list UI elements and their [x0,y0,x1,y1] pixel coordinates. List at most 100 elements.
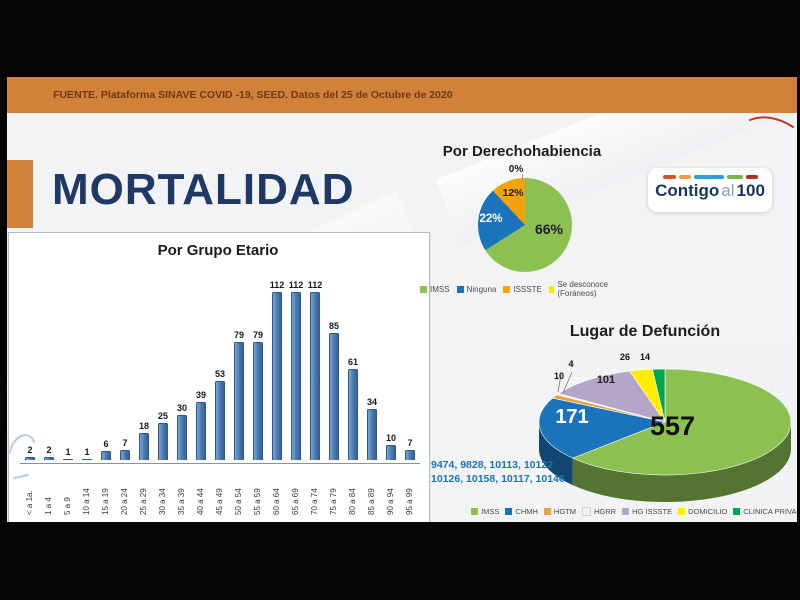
bar-value-label: 34 [366,397,377,407]
bar-cell: 1 10 a 14 [79,278,95,515]
blue-pen-annotation [9,434,35,479]
bar [367,409,377,460]
bar-value-label: 53 [214,368,225,379]
source-text: FUENTE. Plataforma SINAVE COVID -19, SEE… [53,89,453,101]
pie2-legend: IMSS CHMH HGTM HGRR HG ISSSTE DOMICILIO CLINIC… [471,507,800,516]
derechohabiencia-pie [478,178,572,272]
logo-text: Contigo al 100 [655,181,765,200]
bar [120,449,130,460]
legend-swatch-icon [471,508,479,515]
bar [348,368,358,460]
bar-chart-title: Por Grupo Etario [157,242,279,259]
bar-cell: 112 65 a 69 [288,278,304,515]
pie-slice [652,368,666,423]
bar-cell: 79 50 a 54 [231,278,247,515]
bar-axis-label: 90 a 94 [386,488,395,515]
pie2-label-domicilio: 26 [619,352,630,362]
bar-cell: 79 55 a 59 [250,278,266,515]
legend-swatch-icon [505,508,513,515]
bar-cell: 1 5 a 9 [60,278,76,515]
bar-plot: 2 < a 1a. 2 1 a 4 1 5 a 9 1 10 a 14 6 15 a 19 7 20 … [22,278,418,515]
pie2-title: Lugar de Defunción [569,323,721,340]
pie2-label-chmh: 171 [555,406,589,428]
page-title: MORTALIDAD [52,165,355,214]
bar [158,422,168,460]
letterbox-right [797,0,800,600]
bar-axis-label: 55 a 59 [253,488,262,515]
pie1-zero-leader-line [522,174,523,180]
bar-value-label: 6 [103,439,109,449]
bar [310,292,320,460]
pie-slice-side [572,422,791,503]
pie-slice [538,397,667,459]
bar-cell: 39 40 a 44 [193,278,209,515]
pie1-slice-label-ninguna: 22% [479,213,503,225]
pie1-legend: IMSS Ninguna ISSSTE Se desconoce (Foráneos) [420,280,630,298]
legend-item: IMSS [420,285,450,294]
bar-axis-label: 20 a 24 [120,488,129,515]
title-accent-bar [7,160,33,228]
bar-axis-label: 35 a 39 [177,488,186,515]
pie1-slice-label-desconoce: 0% [508,164,524,175]
bar-cell: 53 45 a 49 [212,278,228,515]
legend-label: HG ISSSTE [632,507,673,516]
lugar-defuncion-pie [538,368,792,503]
bar-value-label: 30 [176,403,187,413]
bar-value-label: 2 [27,445,33,455]
bar [25,457,35,460]
bar [82,458,92,460]
bar-cell: 61 80 a 84 [345,278,361,515]
bar-axis-label: 10 a 14 [82,488,91,515]
legend-swatch-icon [456,285,464,293]
legend-label: IMSS [430,284,450,294]
source-band: FUENTE. Plataforma SINAVE COVID -19, SEE… [7,77,800,113]
bar-axis-label: 95 a 99 [405,488,414,515]
bar-axis-label: 80 a 84 [348,488,357,515]
bar-axis-label: 65 a 69 [291,488,300,515]
logo-dashes-icon [662,175,758,179]
bar [329,332,339,460]
legend-swatch-icon [543,508,551,515]
legend-item: CHMH [505,507,538,516]
folio-line-1: 9474, 9828, 10113, 10122 [431,459,554,471]
pie2-label-imss: 557 [649,411,696,441]
bar-cell: 85 75 a 79 [326,278,342,515]
legend-label: Ninguna [466,284,497,294]
pie-slice-side [539,422,573,486]
bar-cell: 25 30 a 34 [155,278,171,515]
legend-label: HGRR [594,507,617,516]
bar-cell: 112 70 a 74 [307,278,323,515]
legend-label: ISSSTE [513,284,542,294]
letterbox-bottom [0,522,800,600]
bar [215,380,225,460]
bar [386,445,396,460]
legend-label: HGTM [553,507,577,516]
legend-swatch-icon [420,285,427,293]
bar-axis-label: 70 a 74 [310,488,319,515]
pie2-label-hgrr: 4 [568,359,574,369]
bar [139,433,149,460]
bar-axis-label: 45 a 49 [215,488,224,515]
bar-axis-label: 60 a 64 [272,488,281,515]
bar [44,457,54,460]
bar-value-label: 10 [385,433,396,443]
letterbox-left [0,0,7,600]
bar [272,292,282,460]
bar-axis-label: 1 a 4 [44,497,53,515]
legend-label: CHMH [515,507,538,516]
bar-axis-label: < a 1a. [25,490,34,515]
label-leader-line [557,374,562,393]
pie2-label-hg-issste: 101 [596,374,616,386]
legend-swatch-icon [733,508,741,515]
bar-value-label: 7 [122,437,128,448]
bar-cell: 18 25 a 29 [136,278,152,515]
bar [291,292,301,460]
bar-cell: 7 20 a 24 [117,278,133,515]
bar-value-label: 85 [328,320,339,331]
legend-swatch-icon [622,508,630,515]
bar-value-label: 39 [195,389,206,400]
bar-axis-label: 30 a 34 [158,488,167,515]
legend-item: CLINICA PRIVADA [733,507,800,516]
bar-chart-x-axis-line [20,463,420,464]
bar-value-label: 1 [65,446,71,457]
